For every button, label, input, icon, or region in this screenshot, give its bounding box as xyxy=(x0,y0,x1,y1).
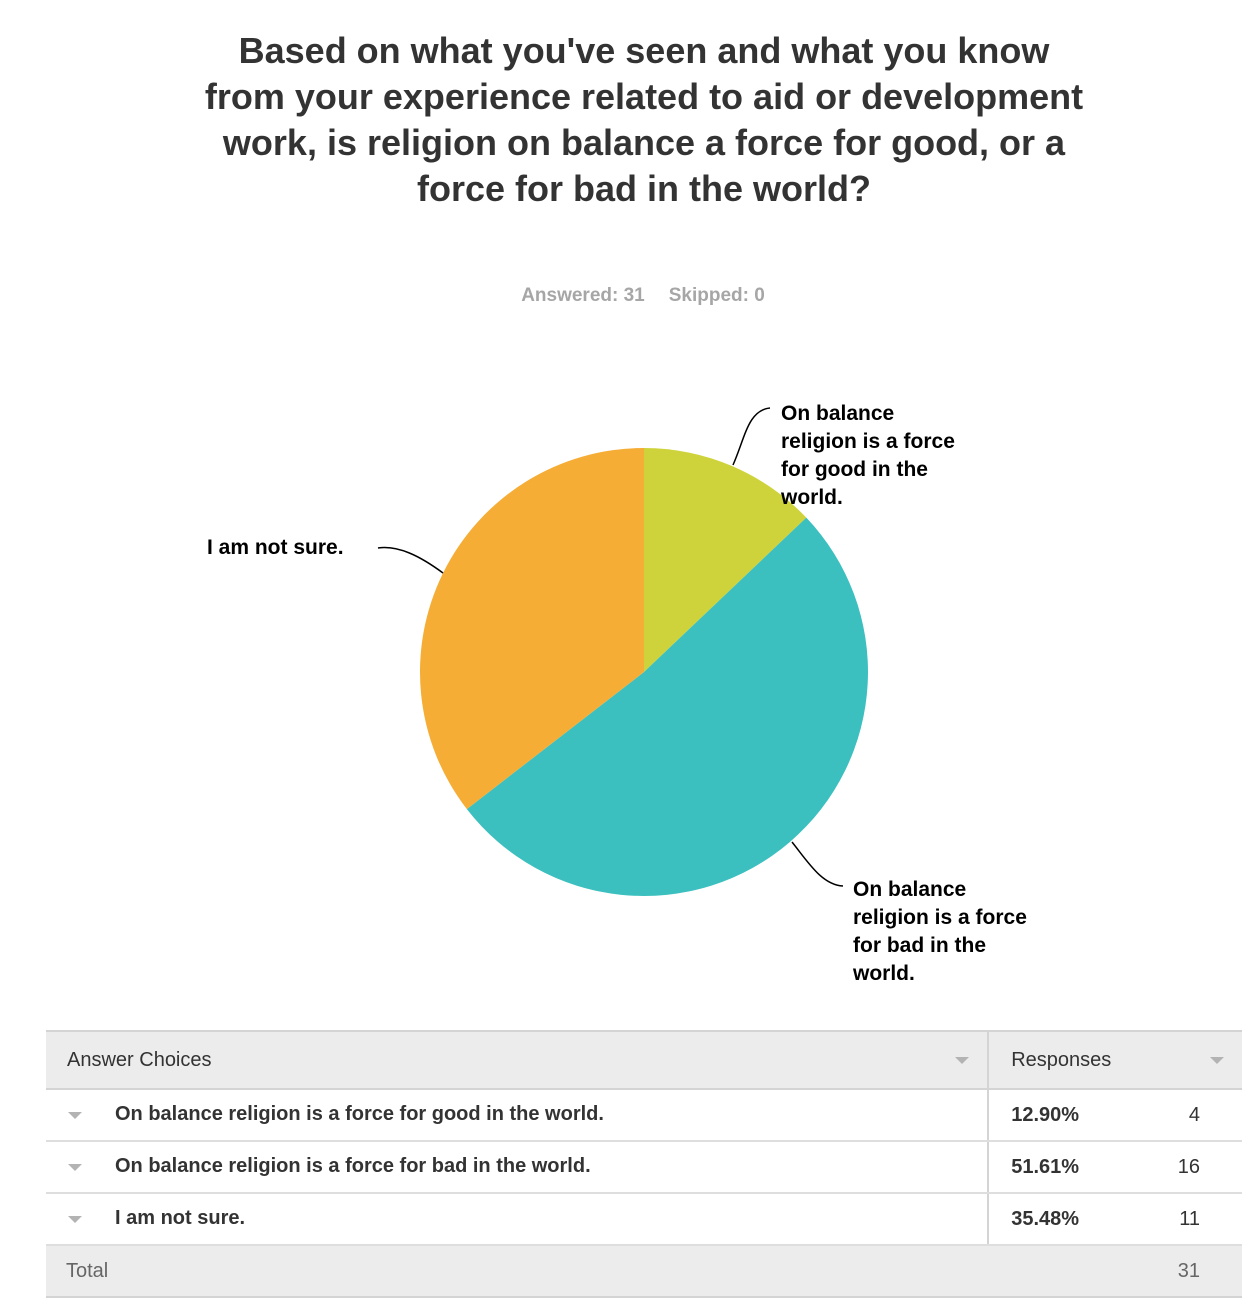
question-title: Based on what you've seen and what you k… xyxy=(204,30,1084,209)
expand-caret-icon[interactable] xyxy=(68,1163,82,1171)
header-responses-label: Responses xyxy=(1011,1048,1112,1071)
pie-chart: On balance religion is a force for good in… xyxy=(207,402,1027,985)
table-row: On balance religion is a force for good … xyxy=(46,1089,1242,1142)
leader-line-good xyxy=(732,407,771,466)
pie-slice-unsure xyxy=(419,448,644,810)
leader-line-unsure xyxy=(377,546,444,574)
total-count: 31 xyxy=(1132,1245,1242,1298)
slice-label-unsure: I am not sure. xyxy=(207,536,344,559)
header-answer-choices[interactable]: Answer Choices xyxy=(46,1030,990,1090)
skipped-count: Skipped: 0 xyxy=(668,285,765,306)
response-count: 16 xyxy=(1132,1141,1242,1194)
response-count: 4 xyxy=(1132,1089,1242,1142)
response-stats: Answered: 31 Skipped: 0 xyxy=(0,285,1258,307)
pie-slice-bad xyxy=(466,517,868,896)
response-percent: 35.48% xyxy=(988,1193,1133,1246)
choice-cell: On balance religion is a force for good … xyxy=(46,1089,990,1142)
total-row: Total 31 xyxy=(46,1245,1242,1298)
pie-slice-good xyxy=(644,448,807,672)
table-row: On balance religion is a force for bad i… xyxy=(46,1141,1242,1194)
slice-label-bad: On balance religion is a force for bad in … xyxy=(852,878,1027,985)
choice-cell: I am not sure. xyxy=(46,1193,990,1246)
response-count: 11 xyxy=(1132,1193,1242,1246)
response-percent: 51.61% xyxy=(988,1141,1133,1194)
leader-line-bad xyxy=(791,841,844,887)
answered-count: Answered: 31 xyxy=(521,285,645,306)
choice-label: On balance religion is a force for good … xyxy=(115,1103,604,1126)
sort-caret-icon[interactable] xyxy=(955,1057,970,1064)
table-row: I am not sure. 35.48% 11 xyxy=(46,1193,1242,1246)
header-answer-choices-label: Answer Choices xyxy=(67,1048,212,1071)
expand-caret-icon[interactable] xyxy=(68,1111,82,1119)
sort-caret-icon[interactable] xyxy=(1210,1057,1224,1064)
total-label: Total xyxy=(46,1245,989,1298)
header-responses[interactable]: Responses xyxy=(988,1030,1242,1090)
answer-table: Answer Choices Responses On balance reli… xyxy=(46,1030,1242,1298)
slice-label-good: On balance religion is a force for good in… xyxy=(780,402,955,509)
response-percent: 12.90% xyxy=(988,1089,1133,1142)
total-spacer xyxy=(988,1245,1133,1298)
expand-caret-icon[interactable] xyxy=(68,1215,82,1223)
choice-label: On balance religion is a force for bad i… xyxy=(115,1155,591,1178)
choice-label: I am not sure. xyxy=(115,1207,246,1230)
choice-cell: On balance religion is a force for bad i… xyxy=(46,1141,990,1194)
